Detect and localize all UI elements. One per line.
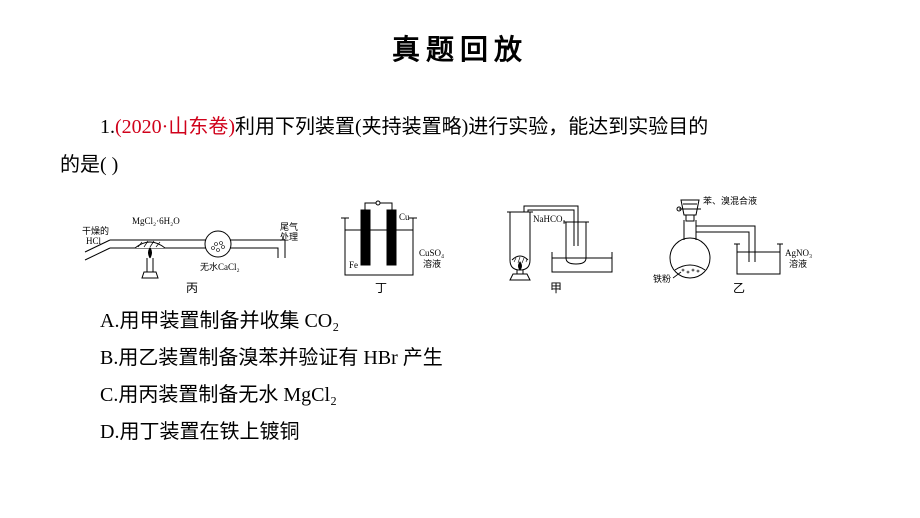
svg-text:Fe: Fe (349, 260, 358, 270)
caption-jia: 甲 (550, 281, 562, 295)
svg-text:铁粉: 铁粉 (653, 273, 671, 284)
diagram-jia: NaHCO₃ 甲 (480, 200, 625, 295)
diagram-ding: Fe Cu CuSO₄ 溶液 丁 (325, 200, 460, 295)
option-a: A.用甲装置制备并收集 CO₂ (60, 303, 860, 340)
options-block: A.用甲装置制备并收集 CO₂ B.用乙装置制备溴苯并验证有 HBr 产生 C.… (60, 303, 860, 451)
question-stem-1: 利用下列装置(夹持装置略)进行实验，能达到实验目的 (235, 116, 708, 138)
caption-yi: 乙 (733, 281, 745, 295)
svg-text:尾气: 尾气 (280, 221, 298, 232)
option-d: D.用丁装置在铁上镀铜 (60, 414, 860, 451)
apparatus-jia-svg: NaHCO₃ 甲 (480, 200, 625, 295)
diagram-row: 干燥的 HCl MgCl₂·6H₂O 无水CaCl₂ 尾气 处理 丙 (60, 190, 860, 295)
svg-text:溶液: 溶液 (789, 258, 807, 269)
svg-text:HCl: HCl (86, 236, 102, 246)
option-c: C.用丙装置制备无水 MgCl₂ (60, 377, 860, 414)
question-source: (2020·山东卷) (115, 116, 235, 138)
svg-text:NaHCO₃: NaHCO₃ (533, 214, 566, 224)
apparatus-ding-svg: Fe Cu CuSO₄ 溶液 丁 (325, 200, 460, 295)
apparatus-bing-svg: 干燥的 HCl MgCl₂·6H₂O 无水CaCl₂ 尾气 处理 丙 (80, 200, 305, 295)
svg-text:AgNO₃: AgNO₃ (785, 248, 812, 258)
question-number: 1. (100, 116, 115, 138)
svg-text:Cu: Cu (399, 212, 410, 222)
svg-text:MgCl₂·6H₂O: MgCl₂·6H₂O (132, 216, 180, 226)
diagram-bing: 干燥的 HCl MgCl₂·6H₂O 无水CaCl₂ 尾气 处理 丙 (80, 200, 305, 295)
svg-text:处理: 处理 (280, 231, 298, 242)
section-title: 真题回放 (60, 28, 860, 68)
question-line-2: 的是( ) (60, 146, 860, 184)
question-line-1: 1.(2020·山东卷)利用下列装置(夹持装置略)进行实验，能达到实验目的 (60, 108, 860, 146)
diagram-yi: 苯、溴混合液 铁粉 AgNO₃ 溶液 乙 (645, 190, 840, 295)
svg-text:溶液: 溶液 (423, 258, 441, 269)
svg-text:干燥的: 干燥的 (82, 225, 109, 236)
svg-text:无水CaCl₂: 无水CaCl₂ (200, 261, 240, 272)
caption-bing: 丙 (186, 281, 198, 295)
svg-text:CuSO₄: CuSO₄ (419, 248, 444, 258)
option-b: B.用乙装置制备溴苯并验证有 HBr 产生 (60, 340, 860, 377)
apparatus-yi-svg: 苯、溴混合液 铁粉 AgNO₃ 溶液 乙 (645, 190, 840, 295)
svg-text:苯、溴混合液: 苯、溴混合液 (703, 195, 757, 206)
caption-ding: 丁 (375, 281, 387, 295)
